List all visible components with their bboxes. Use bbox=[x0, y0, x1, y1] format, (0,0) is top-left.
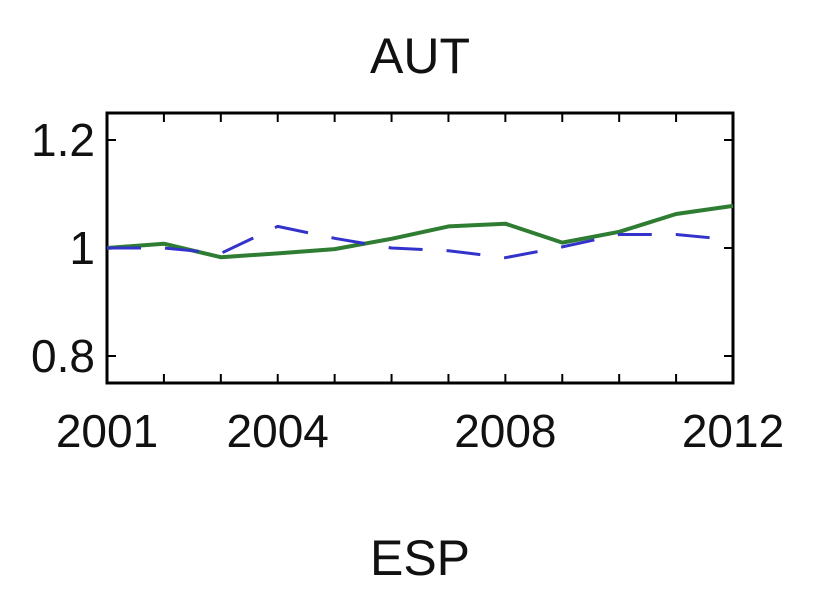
y-tick-label: 0.8 bbox=[31, 330, 95, 382]
dashed-series-line bbox=[107, 224, 734, 260]
y-axis-tick-labels: 0.8 1 1.2 bbox=[31, 114, 95, 382]
plot-area bbox=[105, 111, 735, 385]
chart-title: AUT bbox=[370, 28, 470, 84]
y-tick-label: 1 bbox=[69, 222, 95, 274]
next-panel-title: ESP bbox=[370, 530, 470, 586]
x-tick-label: 2004 bbox=[227, 405, 329, 457]
solid-series-line bbox=[106, 203, 734, 260]
x-tick-label: 2012 bbox=[682, 405, 784, 457]
y-tick-label: 1.2 bbox=[31, 114, 95, 166]
axis-ticks bbox=[106, 113, 734, 383]
series-layer bbox=[106, 203, 734, 260]
x-tick-label: 2001 bbox=[56, 405, 158, 457]
x-tick-label: 2008 bbox=[454, 405, 556, 457]
x-axis-tick-labels: 2001 2004 2008 2012 bbox=[56, 405, 784, 457]
